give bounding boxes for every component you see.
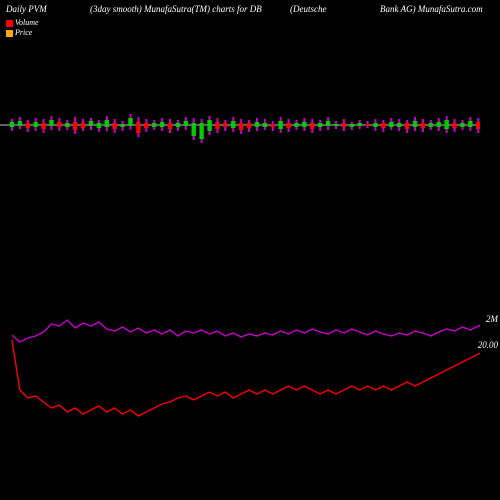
chart-svg: [0, 40, 480, 480]
legend-volume: Volume: [6, 18, 39, 28]
title-left: Daily PVM: [6, 4, 47, 14]
legend-price-label: Price: [15, 28, 32, 38]
title-center-right: (Deutsche: [290, 4, 326, 14]
chart-container: Daily PVM (3day smooth) MunafaSutra(TM) …: [0, 0, 500, 500]
legend-volume-label: Volume: [15, 18, 39, 28]
axis-label-price: 20.00: [478, 340, 498, 350]
volume-swatch: [6, 20, 13, 27]
title-center-left: (3day smooth) MunafaSutra(TM) charts for…: [90, 4, 262, 14]
price-swatch: [6, 30, 13, 37]
legend: Volume Price: [6, 18, 39, 38]
title-right: Bank AG) MunafaSutra.com: [380, 4, 483, 14]
legend-price: Price: [6, 28, 39, 38]
axis-label-volume: 2M: [486, 314, 498, 324]
